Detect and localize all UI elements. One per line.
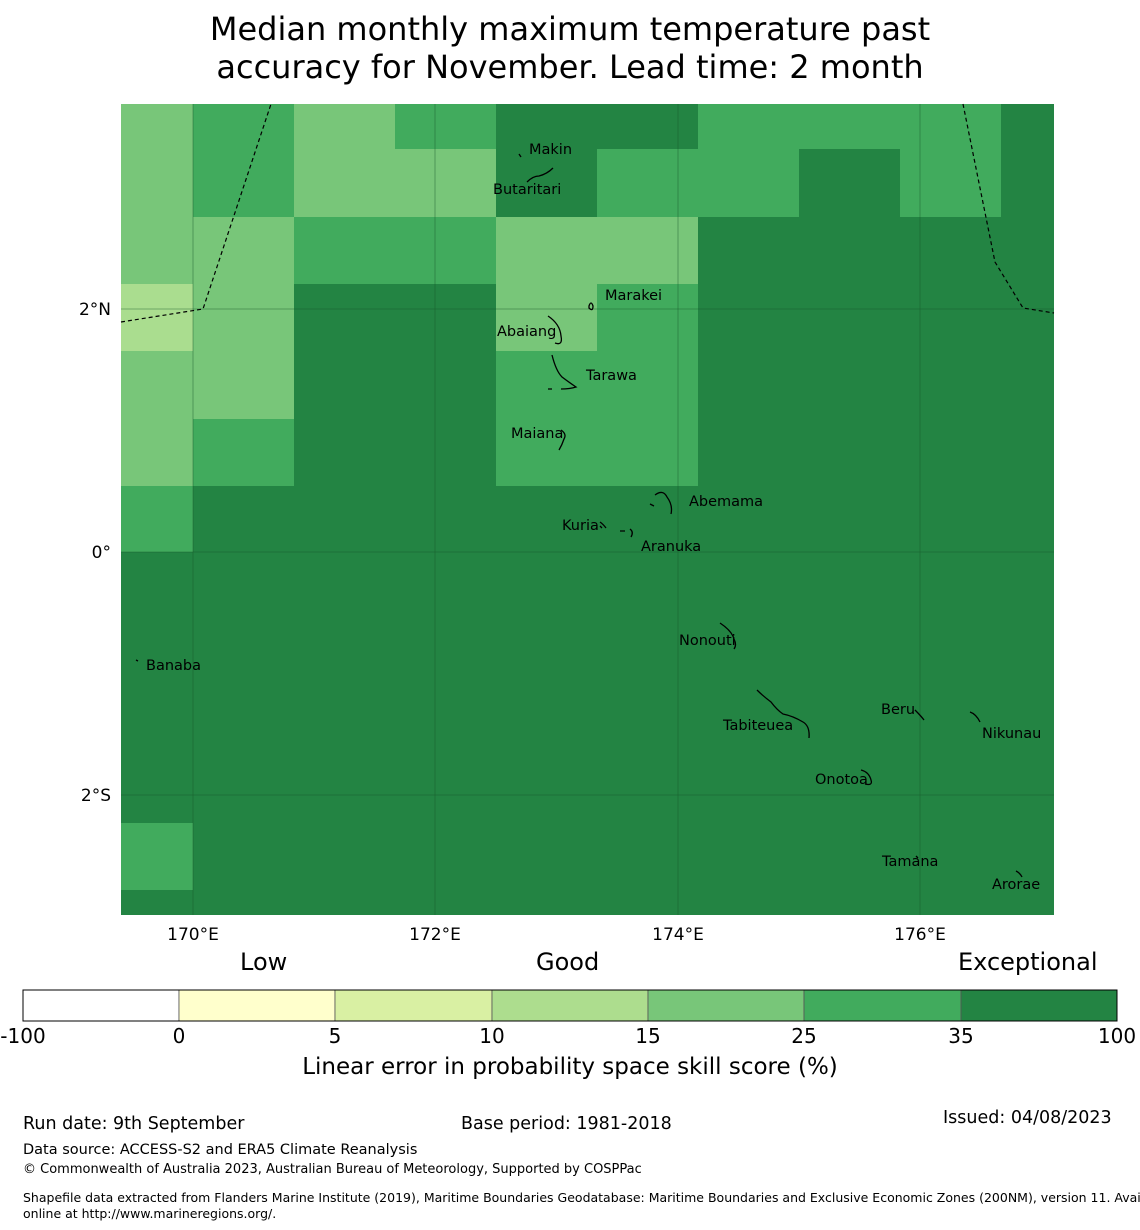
grid-cell: [294, 217, 496, 284]
kuria-outline: [599, 521, 607, 529]
shapefile-credit: Shapefile data extracted from Flanders M…: [23, 1190, 1140, 1222]
colorbar-tick-label: 5: [328, 1024, 342, 1048]
skill-grid-cells: [121, 104, 1054, 915]
run-date: Run date: 9th September: [23, 1114, 245, 1134]
aranuka-outline: [620, 528, 633, 538]
beru-outline: [914, 709, 925, 721]
lat-tick-label: 2°S: [81, 786, 111, 806]
lon-tick-label: 172°E: [409, 925, 461, 945]
island-label-makin: Makin: [529, 142, 572, 158]
grid-cell: [496, 217, 698, 284]
grid-cell: [121, 486, 193, 552]
island-label-tarawa: Tarawa: [585, 368, 637, 384]
title-line-1: Median monthly maximum temperature past: [209, 10, 931, 48]
colorbar-segment: [960, 989, 1118, 1022]
grid-cell: [193, 104, 294, 217]
colorbar-tick-label: 35: [948, 1024, 974, 1048]
grid-cell: [395, 104, 496, 149]
colorbar-tick-label: 15: [635, 1024, 661, 1048]
arorae-outline: [1015, 870, 1023, 878]
lat-tick-label: 2°N: [79, 300, 111, 320]
colorbar-segment: [491, 989, 649, 1022]
colorbar-segment: [178, 989, 336, 1022]
colorbar-tick-label: -100: [0, 1024, 46, 1048]
grid-cell: [496, 351, 698, 486]
island-label-aranuka: Aranuka: [641, 539, 701, 555]
issued-date: Issued: 04/08/2023: [943, 1108, 1112, 1128]
grid-cell: [597, 149, 799, 217]
lon-tick-label: 174°E: [652, 925, 704, 945]
grid-cell: [121, 284, 193, 351]
lon-tick-label: 176°E: [894, 925, 946, 945]
lat-tick-label: 0°: [92, 543, 111, 563]
colorbar-segment: [647, 989, 805, 1022]
shapefile-credit-line-2: online at http://www.marineregions.org/.: [23, 1206, 277, 1221]
grid-cell: [395, 149, 496, 217]
island-label-butaritari: Butaritari: [493, 182, 561, 198]
nonouti-outline: [719, 622, 737, 650]
island-label-onotoa: Onotoa: [815, 772, 868, 788]
island-label-tabiteuea: Tabiteuea: [722, 718, 793, 734]
eez-boundaries: [120, 103, 1055, 323]
base-period: Base period: 1981-2018: [461, 1114, 672, 1134]
colorbar-tick-label: 10: [479, 1024, 505, 1048]
island-label-maiana: Maiana: [511, 426, 563, 442]
colorbar-tick-label: 25: [791, 1024, 817, 1048]
graticule: [121, 104, 1054, 915]
island-label-abaiang: Abaiang: [497, 324, 556, 340]
island-label-tamana: Tamana: [881, 854, 938, 870]
grid-cell: [193, 217, 294, 419]
maiana-outline: [558, 429, 566, 451]
abaiang-outline: [547, 315, 563, 345]
colorbar-label: Linear error in probability space skill …: [302, 1054, 838, 1080]
title-line-2: accuracy for November. Lead time: 2 mont…: [216, 48, 924, 86]
nikunau-outline: [969, 711, 981, 723]
abemama-outline: [649, 491, 673, 515]
lon-tick-label: 170°E: [167, 925, 219, 945]
category-exceptional: Exceptional: [958, 948, 1098, 976]
grid-cell: [698, 104, 1001, 149]
colorbar-tick-label: 0: [172, 1024, 186, 1048]
island-label-banaba: Banaba: [146, 658, 201, 674]
marakei-outline: [588, 302, 594, 311]
island-label-nikunau: Nikunau: [982, 726, 1041, 742]
eez-boundary-west: [120, 103, 272, 323]
tabiteuea-outline: [756, 689, 810, 739]
grid-cell: [121, 351, 193, 486]
island-label-kuria: Kuria: [562, 518, 599, 534]
makin-outline: [518, 153, 522, 158]
grid-cell: [121, 823, 193, 890]
colorbar-segment: [22, 989, 180, 1022]
colorbar-tick-label: 100: [1097, 1024, 1137, 1048]
chart-title: Median monthly maximum temperature past …: [0, 10, 1140, 86]
tarawa-outline: [548, 354, 578, 390]
grid-cell: [193, 419, 294, 486]
data-source: Data source: ACCESS-S2 and ERA5 Climate …: [23, 1142, 418, 1158]
onotoa-outline: [860, 769, 873, 786]
copyright: © Commonwealth of Australia 2023, Austra…: [23, 1162, 642, 1177]
island-label-beru: Beru: [881, 702, 915, 718]
category-good: Good: [536, 948, 600, 976]
island-label-arorae: Arorae: [992, 877, 1040, 893]
grid-cell: [900, 149, 1001, 217]
grid-cell: [597, 284, 698, 351]
shapefile-credit-line-1: Shapefile data extracted from Flanders M…: [23, 1190, 1140, 1205]
category-low: Low: [240, 948, 288, 976]
grid-cell: [121, 104, 193, 284]
island-outlines: [135, 153, 1023, 878]
grid-cell: [496, 284, 597, 351]
banaba-outline: [135, 659, 139, 662]
butaritari-outline: [526, 167, 554, 183]
grid-cell: [294, 104, 395, 217]
eez-boundary-east: [962, 103, 1055, 314]
colorbar: [22, 989, 1118, 1022]
tamana-outline: [915, 855, 919, 859]
island-label-nonouti: Nonouti: [679, 633, 736, 649]
colorbar-segment: [334, 989, 493, 1022]
island-label-marakei: Marakei: [605, 288, 662, 304]
colorbar-segment: [803, 989, 962, 1022]
island-label-abemama: Abemama: [689, 494, 763, 510]
